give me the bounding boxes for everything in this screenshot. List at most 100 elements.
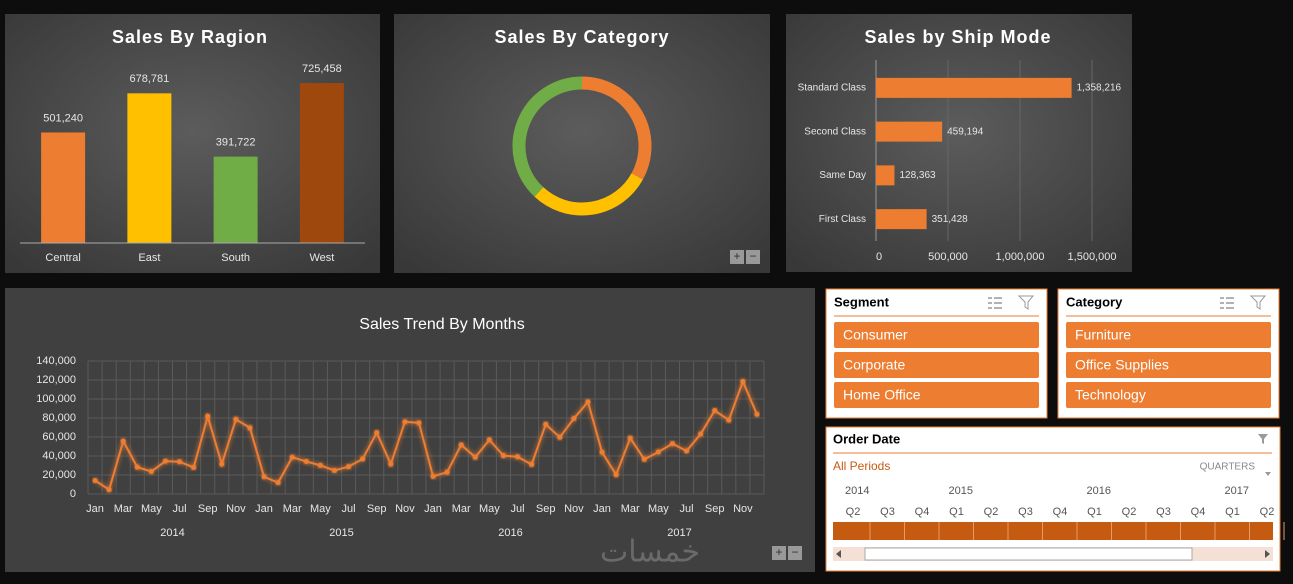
y-tick-label: Standard Class <box>798 83 866 94</box>
zoom-buttons[interactable]: + − + − <box>730 249 802 560</box>
data-label: 351,428 <box>932 214 969 225</box>
x-tick-label: Jul <box>173 503 187 515</box>
point <box>275 480 281 486</box>
point <box>472 454 478 460</box>
svg-text:+: + <box>775 545 782 559</box>
timeline-year: 2017 <box>1225 485 1249 497</box>
point <box>402 419 408 425</box>
slicer-item[interactable] <box>1066 382 1271 408</box>
point <box>388 461 394 467</box>
x-tick-label: Nov <box>564 503 584 515</box>
clear-filter[interactable] <box>1258 434 1268 444</box>
x-tick-label: 1,500,000 <box>1068 251 1117 263</box>
svg-text:−: − <box>791 545 798 559</box>
point <box>92 477 98 483</box>
slicer-item[interactable] <box>834 322 1039 348</box>
point <box>712 408 718 414</box>
y-tick-label: 20,000 <box>42 469 76 481</box>
multi-select-icon[interactable] <box>988 297 1002 309</box>
timeline-quarter: Q3 <box>1018 506 1033 518</box>
timeline-bar[interactable] <box>833 522 1273 540</box>
clear-filter-icon[interactable] <box>1017 295 1035 310</box>
point <box>740 378 746 384</box>
svg-text:+: + <box>733 249 740 263</box>
y-tick-label: Same Day <box>819 170 866 181</box>
point <box>247 425 253 431</box>
svg-text:−: − <box>749 249 756 263</box>
data-label: 725,458 <box>302 63 342 75</box>
point <box>458 442 464 448</box>
y-tick-label: 80,000 <box>42 412 76 424</box>
slicer-item-label: Office Supplies <box>1075 357 1169 373</box>
slicer-item-label: Furniture <box>1075 327 1131 343</box>
dropdown-arrow[interactable] <box>1265 472 1271 476</box>
point <box>120 438 126 444</box>
x-tick-label: 1,000,000 <box>996 251 1045 263</box>
donut-segment <box>581 76 652 180</box>
data-label: 1,358,216 <box>1077 83 1122 94</box>
slicer-title: Segment <box>834 294 890 309</box>
timeline-title: Order Date <box>833 431 900 446</box>
point <box>233 416 239 422</box>
slicer-title: Category <box>1066 294 1123 309</box>
multi-select-icon[interactable] <box>1220 297 1234 309</box>
bar <box>127 93 172 243</box>
timeline-quarter: Q2 <box>1260 506 1275 518</box>
x-tick-label: Central <box>45 252 80 264</box>
point <box>416 420 422 426</box>
chart-title: Sales By Category <box>494 27 669 47</box>
point <box>500 453 506 459</box>
x-tick-label: May <box>141 503 162 515</box>
bar <box>41 132 86 243</box>
x-tick-label: Nov <box>395 503 415 515</box>
point <box>754 411 760 417</box>
bar <box>299 83 344 243</box>
timeline-quarter: Q4 <box>1191 506 1206 518</box>
point <box>134 464 140 470</box>
data-label: 128,363 <box>899 170 936 181</box>
point <box>571 416 577 422</box>
timeline-quarter: Q1 <box>1225 506 1240 518</box>
x-tick-label: Jul <box>680 503 694 515</box>
x-tick-label: East <box>138 252 160 264</box>
point <box>261 474 267 480</box>
panel <box>786 14 1132 272</box>
scroll-thumb[interactable] <box>864 547 1193 561</box>
x-tick-label: Jul <box>511 503 525 515</box>
point <box>346 464 352 470</box>
x-tick-label: May <box>648 503 669 515</box>
point <box>599 449 605 455</box>
point <box>684 448 690 454</box>
panel <box>394 14 770 273</box>
timeline-quarter: Q3 <box>880 506 895 518</box>
slicer-item[interactable] <box>1066 322 1271 348</box>
slicer-item-label: Home Office <box>843 387 921 403</box>
x-tick-label: Nov <box>733 503 753 515</box>
timeline-quarter: Q1 <box>949 506 964 518</box>
data-label: 391,722 <box>216 137 256 149</box>
slicer-item[interactable] <box>834 352 1039 378</box>
bar <box>876 121 943 142</box>
point <box>177 459 183 465</box>
x-tick-label: Nov <box>226 503 246 515</box>
x-tick-label: Sep <box>198 503 218 515</box>
point <box>655 449 661 455</box>
point <box>374 430 380 436</box>
year-label: 2017 <box>667 527 691 539</box>
clear-filter-icon[interactable] <box>1249 295 1267 310</box>
point <box>317 462 323 468</box>
x-tick-label: Jan <box>255 503 273 515</box>
timeline-quarter: Q1 <box>1087 506 1102 518</box>
x-tick-label: Sep <box>536 503 556 515</box>
x-tick-label: May <box>479 503 500 515</box>
slicer-item[interactable] <box>1066 352 1271 378</box>
point <box>162 458 168 464</box>
slicer-item-label: Technology <box>1075 387 1146 403</box>
slicer-item[interactable] <box>834 382 1039 408</box>
point <box>148 469 154 475</box>
x-tick-label: Mar <box>114 503 133 515</box>
timeline-quarter: Q4 <box>915 506 930 518</box>
point <box>726 417 732 423</box>
x-tick-label: Mar <box>283 503 302 515</box>
